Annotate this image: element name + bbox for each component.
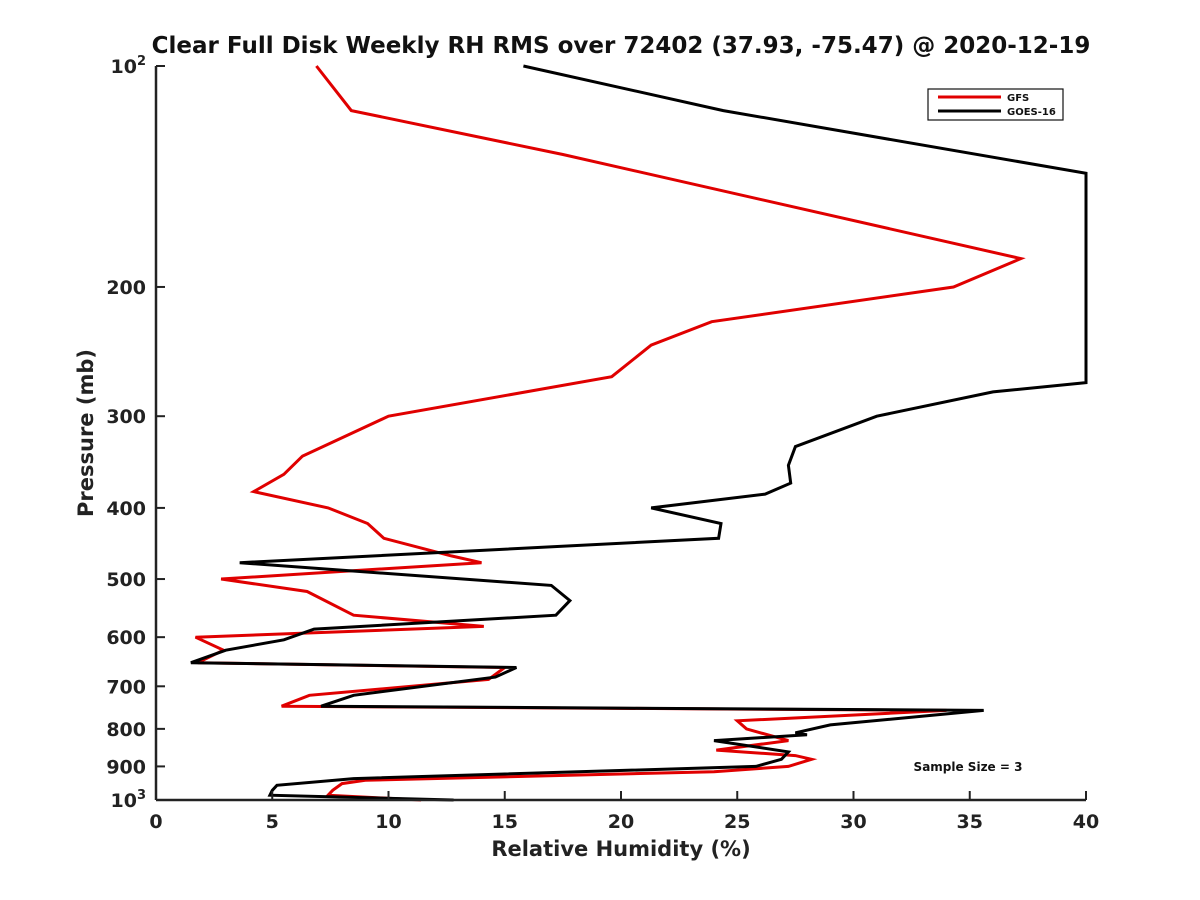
- y-tick-label: 200: [106, 277, 146, 299]
- legend-label-goes16: GOES-16: [1007, 107, 1056, 118]
- y-tick-label: 400: [106, 498, 146, 520]
- x-tick-label: 15: [492, 811, 518, 833]
- plot-area: 0 5 10 15 20 25 30 35 40 102 200 300 400 500 600 700 80…: [106, 54, 1099, 833]
- x-tick-label: 40: [1073, 811, 1099, 833]
- legend-box: [927, 88, 1064, 121]
- legend: GFS GOES-16: [927, 88, 1064, 121]
- x-axis-label: Relative Humidity (%): [491, 837, 750, 861]
- y-tick-label: 700: [106, 676, 146, 698]
- x-tick-label: 10: [375, 811, 401, 833]
- y-axis-ticks: 102 200 300 400 500 600 700 800 900 103: [106, 54, 165, 812]
- y-tick-label: 600: [106, 627, 146, 649]
- chart-title: Clear Full Disk Weekly RH RMS over 72402…: [152, 33, 1091, 59]
- legend-label-gfs: GFS: [1007, 93, 1029, 104]
- x-axis-ticks: 0 5 10 15 20 25 30 35 40: [149, 791, 1099, 833]
- x-tick-label: 30: [840, 811, 866, 833]
- y-tick-label: 300: [106, 406, 146, 428]
- y-tick-label: 103: [111, 788, 147, 812]
- series-line-gfs: [194, 65, 1026, 802]
- y-tick-label: 500: [106, 569, 146, 591]
- y-axis-label: Pressure (mb): [74, 349, 98, 517]
- y-tick-label: 800: [106, 719, 146, 741]
- x-tick-label: 5: [266, 811, 279, 833]
- x-tick-label: 35: [957, 811, 983, 833]
- x-tick-label: 25: [724, 811, 750, 833]
- x-tick-label: 20: [608, 811, 634, 833]
- y-tick-label: 102: [111, 54, 147, 78]
- series-layer: [190, 64, 1088, 802]
- x-tick-label: 0: [149, 811, 162, 833]
- sample-size-annotation: Sample Size = 3: [914, 760, 1023, 774]
- plot-background: [156, 66, 1086, 800]
- y-tick-label: 900: [106, 756, 146, 778]
- series-line-goes16: [190, 64, 1088, 802]
